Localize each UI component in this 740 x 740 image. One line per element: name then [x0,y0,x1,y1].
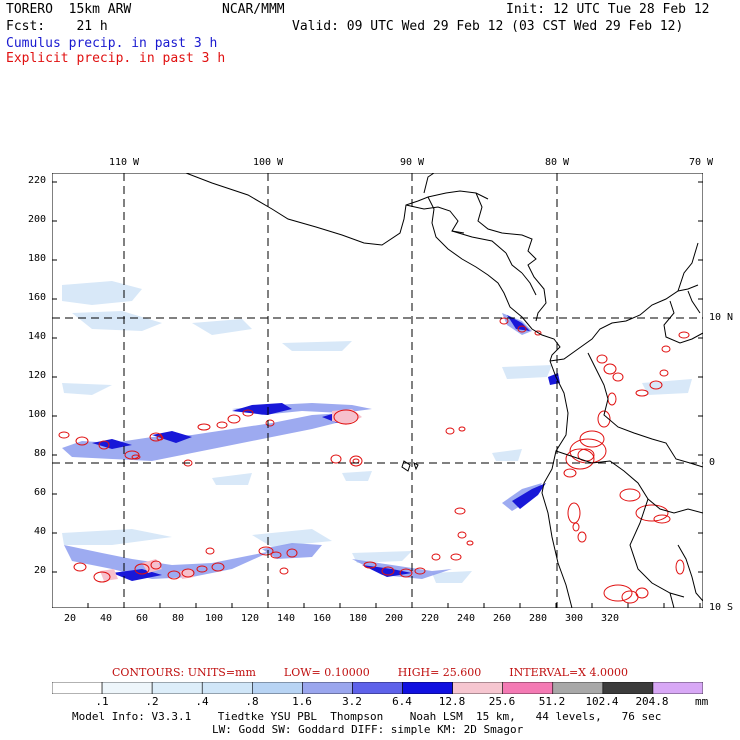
init-time: Init: 12 UTC Tue 28 Feb 12 [506,2,710,17]
x-tick: 240 [456,613,476,624]
colorbar-label: 3.2 [342,695,362,708]
x-tick: 100 [204,613,224,624]
lat-label-0: 0 [709,457,716,468]
y-tick: 120 [27,370,46,381]
x-tick: 320 [600,613,620,624]
axis-ticks [52,181,703,608]
y-tick: 140 [27,331,46,342]
lon-label-100w: 100 W [252,157,284,168]
contour-high: HIGH= 25.600 [397,666,482,679]
colorbar-label: 51.2 [538,695,566,708]
y-tick: 20 [33,565,46,576]
colorbar-cell [502,682,554,694]
precip-map [52,173,703,608]
x-tick: 220 [420,613,440,624]
model-title: TORERO 15km ARW [6,2,132,17]
x-tick: 180 [348,613,368,624]
y-tick: 40 [33,526,46,537]
colorbar [52,682,703,694]
x-tick: 40 [99,613,113,624]
x-tick: 160 [312,613,332,624]
colorbar-cell [552,682,604,694]
x-tick: 60 [135,613,149,624]
contour-low: LOW= 0.10000 [283,666,370,679]
lat-label-10s: 10 S [709,602,734,613]
lon-label-110w: 110 W [108,157,140,168]
colorbar-cell [652,682,703,694]
colorbar-cell [201,682,253,694]
colorbar-label: 102.4 [585,695,619,708]
colorbar-cell [402,682,453,694]
colorbar-cell [101,682,153,694]
lon-label-90w: 90 W [399,157,425,168]
lon-label-80w: 80 W [544,157,570,168]
explicit-pink-areas [100,409,362,581]
x-tick: 280 [528,613,548,624]
colorbar-label: 12.8 [438,695,466,708]
colorbar-label: .2 [145,695,159,708]
cumulus-light-areas [62,281,692,583]
x-tick: 120 [240,613,260,624]
colorbar-label: .1 [95,695,109,708]
y-tick: 180 [27,253,46,264]
lon-label-70w: 70 W [688,157,714,168]
contour-units: CONTOURS: UNITS=mm [112,666,256,679]
legend-explicit: Explicit precip. in past 3 h [6,51,226,66]
colorbar-cell [352,682,403,694]
y-tick: 220 [27,175,46,186]
coastlines [185,173,703,608]
organization-label: NCAR/MMM [222,2,285,17]
colorbar-cell [602,682,654,694]
colorbar-label: 25.6 [488,695,516,708]
colorbar-cell [151,682,203,694]
y-tick: 80 [33,448,46,459]
x-tick: 200 [384,613,404,624]
colorbar-label: 1.6 [292,695,312,708]
x-tick: 140 [276,613,296,624]
colorbar-label: .4 [195,695,209,708]
graticule [52,173,703,608]
x-tick: 300 [564,613,584,624]
x-tick: 260 [492,613,512,624]
colorbar-cell [452,682,503,694]
colorbar-label: 6.4 [392,695,412,708]
model-info-line1: Model Info: V3.3.1 Tiedtke YSU PBL Thomp… [72,710,662,723]
x-tick: 20 [63,613,77,624]
colorbar-cell [252,682,303,694]
colorbar-label: .8 [245,695,259,708]
legend-cumulus: Cumulus precip. in past 3 h [6,36,218,51]
y-tick: 160 [27,292,46,303]
contour-info: CONTOURS: UNITS=mm LOW= 0.10000 HIGH= 25.6… [0,666,740,679]
colorbar-label: 204.8 [635,695,669,708]
model-info-line2: LW: Godd SW: Goddard DIFF: simple KM: 2D… [212,723,524,736]
valid-time: Valid: 09 UTC Wed 29 Feb 12 (03 CST Wed … [292,19,684,34]
forecast-hour: Fcst: 21 h [6,19,108,34]
colorbar-cell [302,682,353,694]
lat-label-10n: 10 N [709,312,734,323]
contour-interval: INTERVAL=X 4.0000 [509,666,628,679]
colorbar-cell [52,682,103,694]
x-tick: 80 [171,613,185,624]
colorbar-unit: mm [695,695,709,708]
y-tick: 100 [27,409,46,420]
y-tick: 60 [33,487,46,498]
y-tick: 200 [27,214,46,225]
